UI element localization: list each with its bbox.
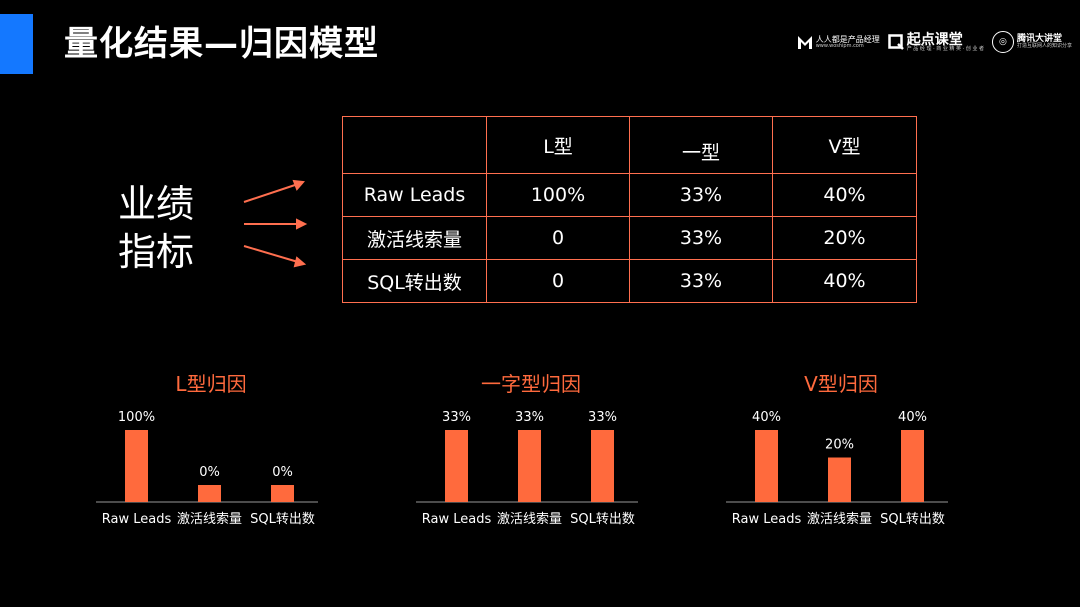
metric-label: 业绩 指标 [118, 180, 194, 276]
woshipm-logo: 人人都是产品经理 www.woshipm.com [797, 34, 880, 50]
chart-title: L型归因 [175, 372, 247, 396]
table-cell: 40% [772, 173, 917, 217]
chart-svg: 40% Raw Leads 20% 激活线索量 40% SQL转出数 [726, 410, 948, 527]
chart-l-attribution: L型归因 100% Raw Leads 0% 激活线索量 0% SQL转出数 [96, 368, 326, 538]
table-cell: 20% [772, 216, 917, 260]
slide-title: 量化结果—归因模型 [64, 24, 379, 64]
chart-v-attribution: V型归因 40% Raw Leads 20% 激活线索量 40% SQL转出数 [726, 368, 956, 538]
data-label: 33% [515, 410, 544, 425]
qidian-logo: 起点课堂 产 品 经 理 · 商 业 精 英 · 创 业 者 [887, 31, 984, 52]
data-label: 0% [272, 465, 293, 480]
table-cell: 激活线索量 [342, 216, 487, 260]
logo-strip: 人人都是产品经理 www.woshipm.com 起点课堂 产 品 经 理 · … [797, 28, 1072, 56]
table-header-cell [342, 116, 487, 174]
tick-label: SQL转出数 [250, 512, 315, 527]
bar [198, 485, 221, 502]
table-cell: 0 [486, 216, 630, 260]
bar [828, 457, 851, 502]
tick-label: 激活线索量 [497, 512, 562, 527]
table-header-cell: L型 [486, 116, 630, 174]
tick-label: 激活线索量 [807, 512, 872, 527]
bar [901, 430, 924, 502]
data-label: 33% [588, 410, 617, 425]
data-label: 0% [199, 465, 220, 480]
table-header-cell: 一型 [629, 116, 773, 174]
tick-label: Raw Leads [102, 512, 172, 527]
tencent-logo: ◎ 腾讯大讲堂 打造互联网人的知识分享 [991, 31, 1072, 53]
table-row: SQL转出数 0 33% 40% [342, 259, 917, 303]
table-cell: 0 [486, 259, 630, 303]
tencent-sub: 打造互联网人的知识分享 [1016, 43, 1072, 49]
accent-bar [0, 14, 33, 74]
chart-svg: 100% Raw Leads 0% 激活线索量 0% SQL转出数 [96, 410, 318, 527]
chart-title: 一字型归因 [481, 372, 581, 396]
tencent-name: 腾讯大讲堂 [1016, 34, 1062, 44]
chart-svg: 33% Raw Leads 33% 激活线索量 33% SQL转出数 [416, 410, 638, 527]
table-cell: Raw Leads [342, 173, 487, 217]
attribution-table: L型 一型 V型 Raw Leads 100% 33% 40% 激活线索量 0 … [342, 116, 917, 303]
data-label: 40% [898, 410, 927, 425]
table-cell: 33% [629, 216, 773, 260]
metric-label-line1: 业绩 [118, 182, 195, 226]
tick-label: Raw Leads [422, 512, 492, 527]
tick-label: Raw Leads [732, 512, 802, 527]
qidian-name: 起点课堂 [906, 31, 963, 48]
tick-label: 激活线索量 [177, 512, 242, 527]
data-label: 33% [442, 410, 471, 425]
tencent-seal-icon: ◎ [991, 31, 1014, 53]
bar [125, 430, 148, 502]
bar [271, 485, 294, 502]
chart-title: V型归因 [804, 372, 878, 396]
bar [445, 430, 468, 502]
bar [755, 430, 778, 502]
chart-flat-attribution: 一字型归因 33% Raw Leads 33% 激活线索量 33% SQL转出数 [416, 368, 646, 538]
qidian-sub: 产 品 经 理 · 商 业 精 英 · 创 业 者 [906, 45, 984, 52]
table-row: 激活线索量 0 33% 20% [342, 216, 917, 260]
table-header-cell: V型 [772, 116, 917, 174]
arrow-up-icon [243, 183, 299, 203]
table-cell: 33% [629, 259, 773, 303]
table-cell: 100% [486, 173, 630, 217]
table-cell: SQL转出数 [342, 259, 487, 303]
woshipm-url: www.woshipm.com [815, 42, 864, 49]
table-row: Raw Leads 100% 33% 40% [342, 173, 917, 217]
table-header-row: L型 一型 V型 [342, 116, 917, 174]
tick-label: SQL转出数 [880, 512, 945, 527]
woshipm-name: 人人都是产品经理 [815, 34, 880, 44]
arrows-group [243, 179, 308, 268]
tick-label: SQL转出数 [570, 512, 635, 527]
data-label: 20% [825, 438, 854, 453]
data-label: 40% [752, 410, 781, 425]
data-label: 100% [118, 410, 155, 425]
qidian-mark-icon [887, 34, 904, 50]
arrow-down-icon [243, 245, 299, 263]
bar [518, 430, 541, 502]
table-cell: 40% [772, 259, 917, 303]
metric-label-line2: 指标 [118, 230, 195, 274]
bar [591, 430, 614, 502]
m-logo-icon [797, 36, 812, 49]
table-cell: 33% [629, 173, 773, 217]
